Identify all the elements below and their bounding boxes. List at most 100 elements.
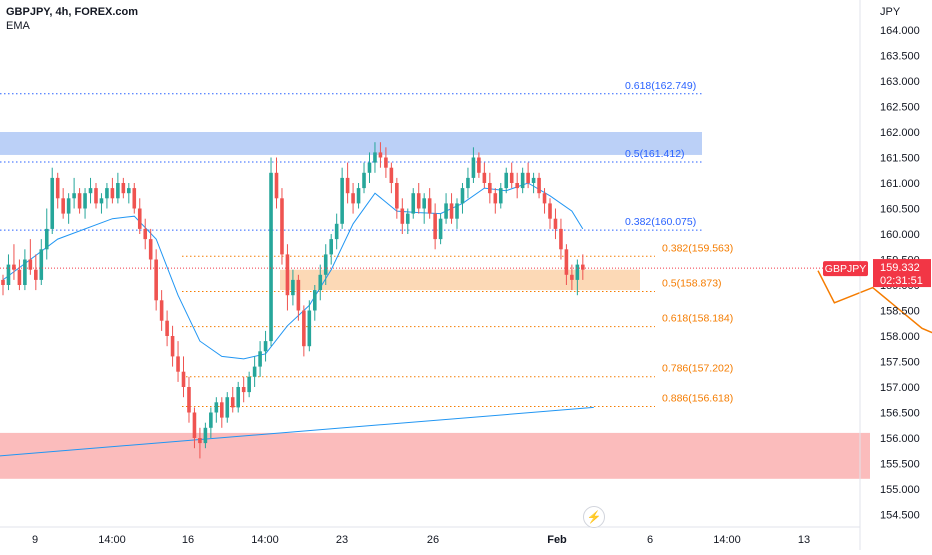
- candle[interactable]: [269, 157, 273, 347]
- candle[interactable]: [482, 162, 487, 189]
- candle[interactable]: [323, 244, 328, 285]
- demand-zone[interactable]: [280, 269, 640, 291]
- candle[interactable]: [509, 162, 514, 189]
- candle[interactable]: [159, 290, 164, 331]
- candle[interactable]: [444, 193, 448, 224]
- candle[interactable]: [302, 305, 306, 357]
- indicator-label[interactable]: EMA: [6, 20, 30, 32]
- candle[interactable]: [531, 172, 536, 194]
- candle[interactable]: [471, 147, 476, 183]
- projection-path[interactable]: [817, 270, 932, 354]
- candle[interactable]: [329, 234, 333, 265]
- candle[interactable]: [334, 213, 339, 250]
- candle[interactable]: [553, 208, 558, 240]
- resistance-zone[interactable]: [0, 132, 702, 155]
- candle[interactable]: [34, 254, 38, 291]
- candle[interactable]: [170, 325, 175, 367]
- candle[interactable]: [148, 228, 153, 270]
- candle[interactable]: [340, 167, 344, 229]
- candle[interactable]: [405, 208, 410, 235]
- candle[interactable]: [236, 381, 241, 413]
- candle[interactable]: [1, 274, 5, 296]
- candle[interactable]: [94, 183, 98, 209]
- candle[interactable]: [132, 183, 137, 214]
- candle[interactable]: [263, 330, 268, 362]
- candle[interactable]: [493, 188, 498, 214]
- candle[interactable]: [181, 356, 186, 398]
- candle[interactable]: [378, 142, 383, 168]
- candle[interactable]: [542, 188, 547, 214]
- candle[interactable]: [99, 193, 104, 214]
- candle[interactable]: [110, 177, 115, 204]
- candle[interactable]: [564, 244, 569, 285]
- candle[interactable]: [581, 254, 585, 280]
- candle[interactable]: [466, 167, 470, 199]
- candle[interactable]: [559, 218, 563, 260]
- candle[interactable]: [422, 193, 426, 224]
- candle[interactable]: [198, 427, 202, 459]
- candle[interactable]: [143, 218, 148, 250]
- candle[interactable]: [312, 285, 317, 321]
- candle[interactable]: [83, 188, 87, 219]
- candle[interactable]: [39, 239, 44, 285]
- candle[interactable]: [307, 300, 312, 352]
- candle[interactable]: [72, 177, 76, 209]
- candle[interactable]: [285, 244, 290, 311]
- candle[interactable]: [214, 397, 219, 423]
- candle[interactable]: [137, 198, 142, 234]
- candle[interactable]: [416, 183, 421, 214]
- candle[interactable]: [427, 188, 432, 219]
- candle[interactable]: [449, 193, 454, 224]
- candle[interactable]: [575, 259, 580, 296]
- candle[interactable]: [411, 188, 416, 219]
- candle[interactable]: [61, 188, 65, 219]
- candle[interactable]: [351, 183, 355, 214]
- candle[interactable]: [165, 310, 169, 347]
- candle[interactable]: [23, 249, 27, 291]
- candle[interactable]: [504, 167, 509, 194]
- candle[interactable]: [154, 249, 158, 311]
- candle[interactable]: [291, 269, 295, 306]
- candle[interactable]: [187, 376, 191, 423]
- support-zone[interactable]: [0, 432, 870, 479]
- candle[interactable]: [116, 172, 120, 204]
- candle[interactable]: [455, 198, 459, 229]
- candle[interactable]: [230, 387, 235, 413]
- candle[interactable]: [12, 244, 16, 280]
- lightning-icon[interactable]: ⚡: [583, 506, 605, 528]
- candle[interactable]: [247, 371, 251, 398]
- candle[interactable]: [362, 162, 366, 194]
- candle[interactable]: [498, 183, 503, 209]
- candle[interactable]: [203, 422, 208, 449]
- candle[interactable]: [537, 172, 541, 199]
- candle[interactable]: [209, 407, 213, 438]
- candle[interactable]: [28, 239, 33, 275]
- candle[interactable]: [400, 198, 405, 234]
- candle[interactable]: [433, 203, 437, 250]
- candle[interactable]: [241, 376, 246, 403]
- candle[interactable]: [526, 162, 530, 189]
- candle[interactable]: [438, 213, 443, 245]
- candle[interactable]: [367, 152, 372, 183]
- trendline[interactable]: [0, 406, 594, 457]
- candle[interactable]: [384, 147, 388, 178]
- candle[interactable]: [44, 208, 49, 260]
- candle[interactable]: [225, 392, 230, 423]
- candle[interactable]: [318, 264, 323, 301]
- candle[interactable]: [50, 167, 55, 234]
- candle[interactable]: [252, 356, 257, 387]
- candle[interactable]: [280, 188, 284, 265]
- candle[interactable]: [6, 254, 11, 291]
- candle[interactable]: [192, 407, 197, 449]
- candle[interactable]: [258, 341, 262, 377]
- candle[interactable]: [460, 183, 465, 214]
- candle[interactable]: [345, 162, 350, 204]
- candle[interactable]: [515, 172, 519, 199]
- candle[interactable]: [477, 152, 481, 178]
- candle[interactable]: [296, 274, 301, 321]
- candle[interactable]: [520, 167, 525, 194]
- candle[interactable]: [77, 188, 82, 214]
